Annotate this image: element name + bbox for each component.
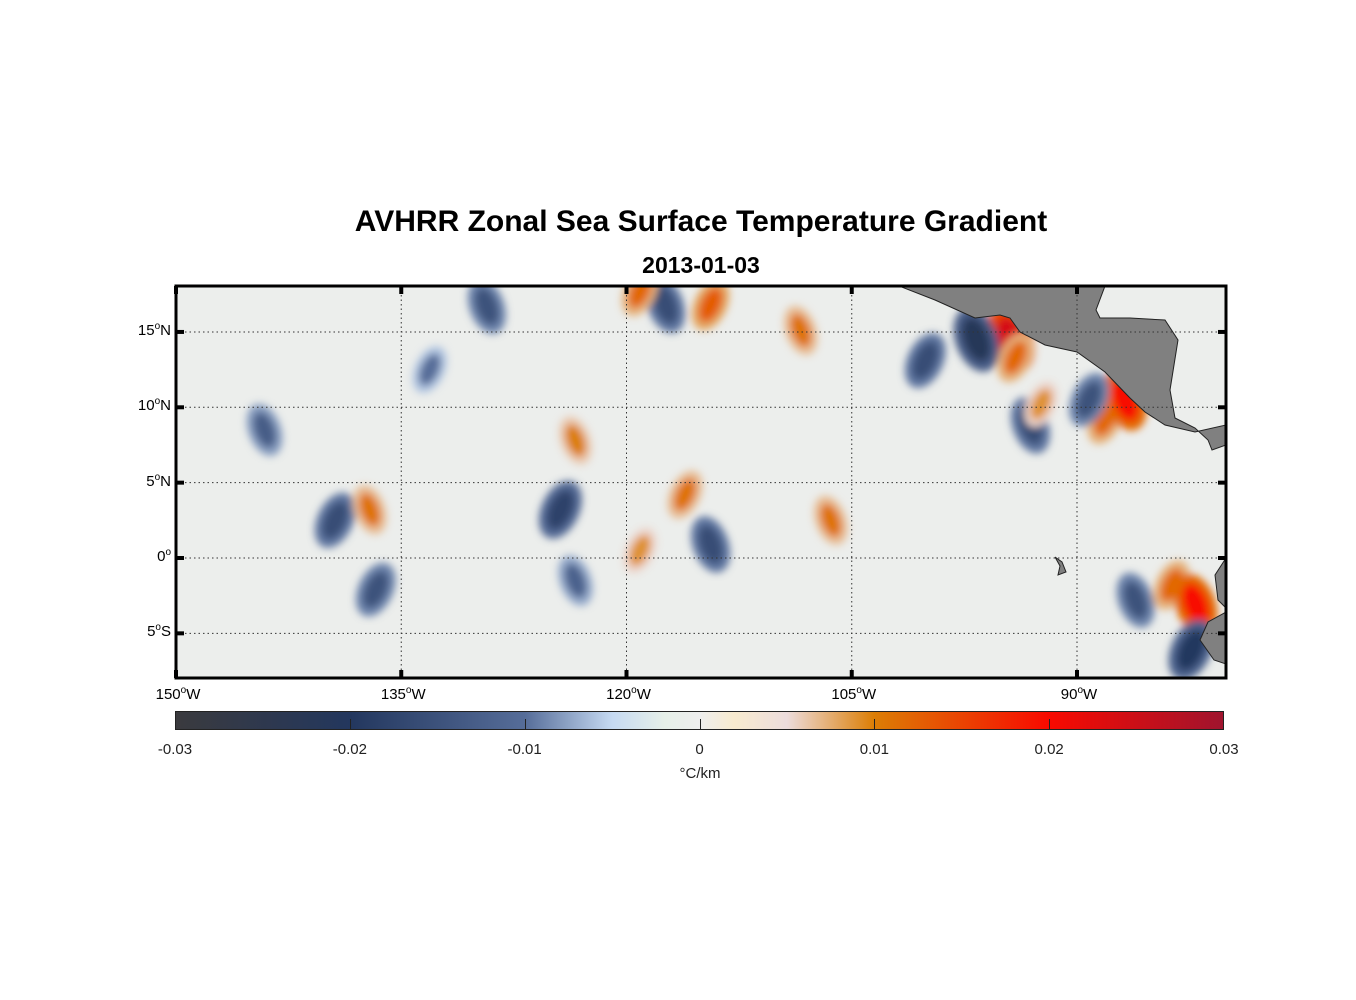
colorbar-tick-label: 0.02 <box>1034 741 1064 758</box>
gradient-feature <box>962 317 991 362</box>
gradient-feature <box>359 493 381 527</box>
gradient-feature <box>322 501 349 540</box>
colorbar-tick-label: 0 <box>695 741 704 758</box>
lon-tick-label: 90oW <box>1060 685 1098 704</box>
gradient-feature <box>673 478 697 512</box>
gradient-feature <box>565 424 586 457</box>
land <box>898 286 1226 665</box>
lat-tick-label: 15oN <box>137 320 171 339</box>
colorbar-tick-label: -0.02 <box>332 741 367 758</box>
land-central-america <box>898 286 1226 451</box>
lon-tick-label: 150oW <box>155 685 201 704</box>
gradient-feature <box>546 490 575 530</box>
gradient-feature <box>1176 629 1206 671</box>
colorbar-tick <box>1049 719 1051 730</box>
gradient-feature <box>474 287 499 326</box>
colorbar-tick <box>524 719 526 730</box>
gradient-feature <box>820 503 842 538</box>
lat-tick-label: 10oN <box>137 396 171 415</box>
gradient-feature <box>1030 388 1052 420</box>
colorbar-tick <box>699 719 701 730</box>
lon-tick-label: 105oW <box>831 685 877 704</box>
gradient-feature <box>698 287 723 323</box>
colorbar-tick <box>874 719 876 730</box>
gradient-feature <box>698 525 723 564</box>
colorbar-tick-label: 0.03 <box>1209 741 1239 758</box>
lat-tick-label: 5oN <box>146 471 171 490</box>
gradient-feature <box>1003 340 1027 375</box>
gradient-feature <box>418 353 441 386</box>
frame-ticks <box>174 286 1226 678</box>
colorbar-unit-label: °C/km <box>679 765 721 782</box>
gradient-feature <box>363 571 389 608</box>
gradient-feature <box>790 313 812 348</box>
chart-title: AVHRR Zonal Sea Surface Temperature Grad… <box>354 205 1048 238</box>
colorbar-tick-label: -0.03 <box>157 741 193 758</box>
gradient-feature <box>912 341 939 380</box>
gradient-feature <box>1182 583 1210 626</box>
gradient-feature <box>564 563 587 598</box>
lat-tick-label: 0o <box>157 547 171 566</box>
gradient-feature <box>1123 581 1148 619</box>
lat-tick-label: 5oS <box>147 622 171 641</box>
chart-subtitle: 2013-01-03 <box>642 252 760 278</box>
gradient-feature <box>1076 381 1102 418</box>
lon-tick-label: 135oW <box>380 685 426 704</box>
colorbar-tick <box>349 719 351 730</box>
land-south-america <box>1199 557 1226 665</box>
gradient-feature <box>253 412 276 448</box>
lon-tick-label: 120oW <box>606 685 651 704</box>
colorbar-tick-label: 0.01 <box>859 741 889 758</box>
colorbar-tick-label: -0.01 <box>507 741 542 758</box>
land-galapagos <box>1054 556 1067 576</box>
gradient-feature <box>653 286 678 324</box>
gradient-feature <box>628 286 652 309</box>
gradient-field <box>246 286 1218 678</box>
